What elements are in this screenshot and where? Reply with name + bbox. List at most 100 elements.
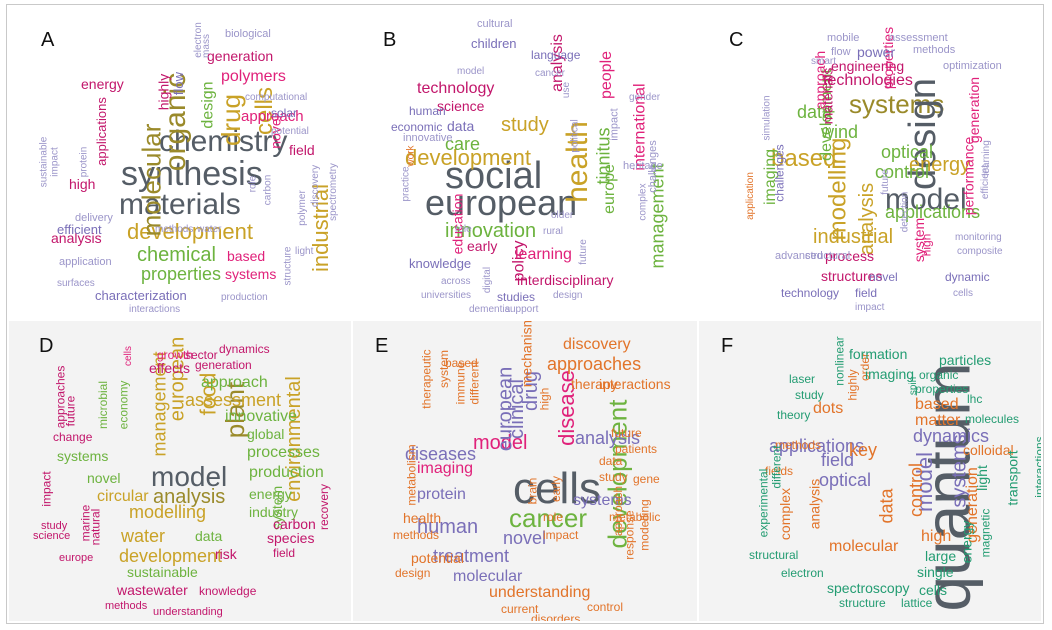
- word-approaches: approaches: [547, 354, 642, 374]
- word-diseases: diseases: [405, 444, 477, 464]
- word-current: current: [501, 602, 539, 616]
- word-structure: structure: [282, 246, 294, 286]
- word-high: high: [537, 387, 552, 411]
- word-dots: dots: [813, 400, 844, 417]
- word-interactions: interactions: [1032, 436, 1041, 498]
- word-disorders: disorders: [531, 612, 581, 621]
- word-future: future: [63, 395, 78, 427]
- word-learning: learning: [515, 246, 572, 263]
- word-matter: matter: [915, 412, 961, 429]
- word-methods: methods: [775, 438, 822, 452]
- panel-label: D: [39, 335, 54, 357]
- panel-d: D model analysis plant food european manageme…: [9, 321, 351, 621]
- word-applications: applications: [93, 97, 109, 166]
- word-fields: fields: [765, 464, 794, 478]
- word-future: future: [611, 426, 642, 440]
- word-industry: industry: [249, 504, 299, 520]
- word-electron: electron: [781, 566, 824, 580]
- word-structure: structure: [839, 596, 886, 610]
- word-future: future: [577, 239, 589, 265]
- word-studies: studies: [497, 290, 536, 304]
- word-challenges: challenges: [772, 144, 787, 202]
- word-understanding: understanding: [489, 584, 591, 601]
- word-study: study: [41, 520, 68, 532]
- word-care: care: [445, 134, 481, 154]
- word-change: change: [53, 430, 93, 444]
- word-challenges: challenges: [646, 140, 659, 193]
- word-immune: immune: [453, 361, 468, 405]
- word-effects: effects: [149, 360, 190, 376]
- word-human: human: [409, 104, 446, 118]
- word-approach: approach: [201, 374, 268, 391]
- word-energy: energy: [958, 520, 975, 564]
- word-assessment: assessment: [889, 32, 948, 44]
- word-design: design: [199, 81, 217, 129]
- word-early: early: [549, 475, 564, 503]
- word-light: light: [295, 246, 314, 257]
- word-processes: processes: [247, 444, 320, 461]
- word-novel: novel: [503, 528, 547, 548]
- word-imaging: imaging: [865, 366, 915, 382]
- word-methods: methods: [155, 224, 194, 235]
- word-innovative: innovative: [225, 408, 298, 425]
- word-structures: structures: [821, 268, 883, 284]
- word-theory: theory: [777, 408, 811, 422]
- word-therapy: therapy: [571, 376, 618, 392]
- panel-a: A chemistry synthesis materials development…: [9, 7, 351, 319]
- word-performance: performance: [960, 136, 977, 216]
- word-discovery: discovery: [310, 164, 322, 208]
- word-monitoring: monitoring: [955, 232, 1002, 243]
- word-spectroscopy: spectroscopy: [827, 580, 910, 596]
- word-systems: systems: [573, 492, 632, 509]
- word-digital: digital: [482, 266, 494, 294]
- word-therapeutic: therapeutic: [419, 349, 434, 409]
- word-brain: brain: [525, 477, 540, 505]
- word-engineering: engineering: [831, 58, 905, 74]
- word-interactions: interactions: [599, 376, 671, 392]
- word-global: global: [247, 426, 285, 442]
- word-impact: impact: [39, 471, 54, 507]
- word-based: based: [445, 356, 478, 370]
- word-potential: potential: [271, 126, 309, 137]
- word-sector: sector: [185, 348, 218, 362]
- word-power: power: [857, 44, 896, 60]
- word-gene: gene: [633, 472, 660, 486]
- word-applications: applications: [885, 202, 981, 222]
- word-laser: laser: [789, 372, 816, 386]
- word-technology: technology: [417, 80, 495, 97]
- word-cancer: cancer: [535, 68, 566, 79]
- word-carbon: carbon: [273, 516, 316, 532]
- word-economic: economic: [391, 120, 443, 134]
- word-european: european: [494, 366, 517, 452]
- word-detection: detection: [899, 191, 911, 233]
- word-europe: europe: [59, 552, 94, 564]
- word-synthesis: synthesis: [121, 155, 263, 193]
- word-smart: smart: [811, 56, 836, 67]
- word-model: model: [151, 461, 228, 492]
- word-generation: generation: [966, 76, 983, 144]
- word-model: model: [457, 66, 485, 77]
- word-mass: mass: [200, 34, 212, 58]
- word-protein: protein: [417, 486, 466, 503]
- word-characterization: characterization: [95, 288, 187, 303]
- word-structural: structural: [805, 250, 851, 262]
- word-control: control: [906, 462, 927, 518]
- panel-label: F: [721, 335, 734, 357]
- word-model: model: [885, 183, 967, 216]
- word-health: health: [403, 510, 442, 526]
- word-structural: structural: [749, 548, 799, 562]
- word-production: production: [221, 292, 268, 303]
- word-different: different: [467, 361, 482, 405]
- panel-label: A: [41, 29, 55, 51]
- word-control: control: [875, 162, 930, 182]
- word-methods: methods: [105, 600, 148, 612]
- word-cells: cells: [953, 288, 974, 299]
- word-wastewater: wastewater: [117, 582, 188, 598]
- word-impact: impact: [855, 302, 885, 313]
- word-data: data: [797, 102, 833, 122]
- word-highly: highly: [155, 73, 172, 111]
- word-protein: protein: [78, 146, 90, 178]
- word-simulation: simulation: [761, 95, 773, 141]
- word-knowledge: knowledge: [199, 584, 257, 598]
- word-systems: systems: [849, 89, 945, 119]
